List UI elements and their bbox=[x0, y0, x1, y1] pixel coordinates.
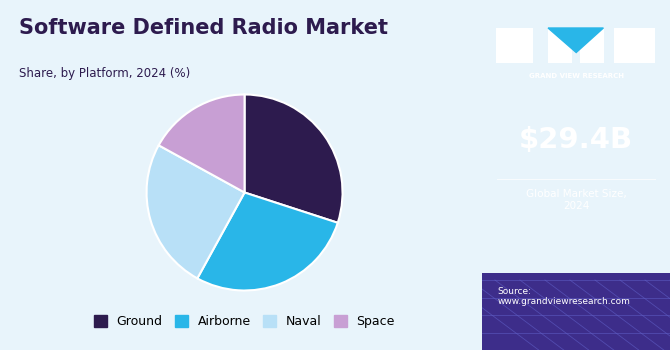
Text: Global Market Size,
2024: Global Market Size, 2024 bbox=[526, 189, 626, 211]
Bar bbox=[614, 28, 655, 63]
Bar bbox=[482, 273, 670, 350]
Wedge shape bbox=[159, 94, 245, 192]
Legend: Ground, Airborne, Naval, Space: Ground, Airborne, Naval, Space bbox=[89, 310, 400, 333]
Text: $29.4B: $29.4B bbox=[519, 126, 633, 154]
Bar bbox=[548, 28, 572, 63]
Bar bbox=[580, 28, 604, 63]
Text: Software Defined Radio Market: Software Defined Radio Market bbox=[19, 18, 389, 37]
Wedge shape bbox=[245, 94, 342, 223]
Text: Source:
www.grandviewresearch.com: Source: www.grandviewresearch.com bbox=[497, 287, 630, 306]
Polygon shape bbox=[548, 28, 604, 52]
Text: Share, by Platform, 2024 (%): Share, by Platform, 2024 (%) bbox=[19, 66, 190, 79]
Wedge shape bbox=[198, 193, 338, 290]
Wedge shape bbox=[147, 145, 245, 278]
Bar bbox=[496, 28, 533, 63]
Text: GRAND VIEW RESEARCH: GRAND VIEW RESEARCH bbox=[529, 74, 624, 79]
